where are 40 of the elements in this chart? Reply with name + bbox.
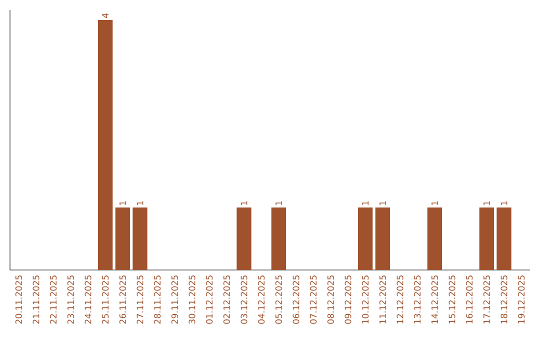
x-tick-label: 18.12.2025 bbox=[500, 275, 508, 324]
x-tick-label: 16.12.2025 bbox=[466, 275, 473, 324]
x-tick-label: 03.12.2025 bbox=[240, 275, 248, 324]
x-tick-label: 24.11.2025 bbox=[84, 275, 92, 324]
x-tick-label: 04.12.2025 bbox=[258, 275, 265, 324]
x-tick-label: 11.12.2025 bbox=[379, 275, 386, 324]
x-tick-label: 06.12.2025 bbox=[292, 275, 300, 324]
x-tick-label: 07.12.2025 bbox=[310, 275, 317, 324]
x-tick-label: 13.12.2025 bbox=[414, 275, 421, 324]
x-tick-label: 27.11.2025 bbox=[136, 275, 144, 324]
data-label: 1 bbox=[362, 201, 368, 205]
x-tick-label: 09.12.2025 bbox=[344, 275, 352, 324]
x-tick-label: 30.11.2025 bbox=[188, 275, 196, 324]
x-tick-label: 26.11.2025 bbox=[119, 275, 126, 324]
data-label: 1 bbox=[136, 201, 144, 205]
x-tick-label: 05.12.2025 bbox=[275, 275, 282, 324]
data-label: 1 bbox=[432, 201, 438, 205]
x-tick-label: 01.12.2025 bbox=[206, 275, 213, 324]
data-label: 1 bbox=[276, 201, 282, 205]
data-label: 4 bbox=[102, 13, 108, 18]
data-label: 1 bbox=[240, 201, 248, 205]
x-tick-label: 08.12.2025 bbox=[327, 275, 334, 324]
x-tick-label: 10.12.2025 bbox=[362, 275, 369, 324]
x-tick-label: 19.12.2025 bbox=[518, 275, 525, 324]
x-tick-label: 17.12.2025 bbox=[483, 275, 490, 324]
x-tick-label: 23.11.2025 bbox=[67, 275, 74, 324]
x-tick-label: 28.11.2025 bbox=[154, 275, 161, 324]
data-label: 1 bbox=[380, 201, 386, 205]
data-label: 1 bbox=[120, 201, 126, 205]
x-tick-label: 20.11.2025 bbox=[15, 275, 22, 324]
x-tick-label: 21.11.2025 bbox=[32, 275, 40, 324]
x-tick-label: 02.12.2025 bbox=[223, 275, 230, 324]
x-tick-label: 14.12.2025 bbox=[431, 275, 438, 324]
x-tick-label: 15.12.2025 bbox=[448, 275, 456, 324]
x-tick-label: 25.11.2025 bbox=[102, 275, 109, 324]
x-tick-label: 29.11.2025 bbox=[171, 275, 178, 324]
x-tick-label: 12.12.2025 bbox=[396, 275, 404, 324]
x-tick-label: 22.11.2025 bbox=[50, 275, 57, 324]
data-label: 1 bbox=[484, 201, 490, 205]
data-label: 1 bbox=[500, 201, 508, 205]
